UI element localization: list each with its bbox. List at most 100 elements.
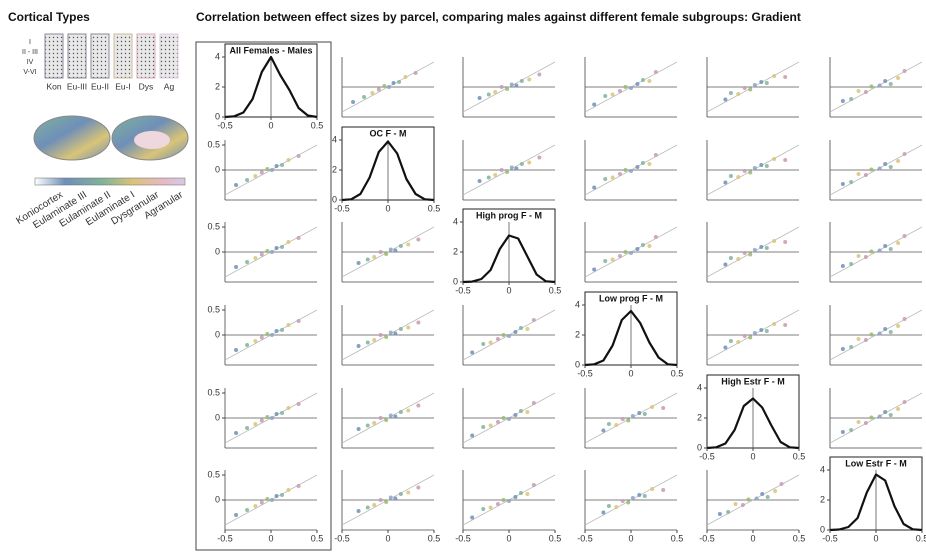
scatter-point [398,492,403,496]
scatter-point [877,414,882,419]
panel-title: Low Estr F - M [845,458,907,468]
scatter-point [742,169,747,173]
y-tick-label: 2 [332,164,337,174]
scatter-point [752,248,757,252]
scatter-point [637,411,642,415]
scatter-point [527,77,532,82]
scatter-point [856,420,861,424]
scatter-point [742,334,747,338]
y-tick-label: 0.5 [207,387,220,397]
scatter-point [388,495,393,500]
scatter-point [902,400,907,404]
scatter-point [647,162,652,166]
scatter-point [883,162,888,166]
scatter-point [406,242,411,247]
scatter-point [398,327,403,331]
scatter-point [640,161,645,165]
schematic-column [67,33,87,79]
scatter-point [286,158,291,162]
identity-line [584,392,678,444]
scatter-point [856,89,861,93]
x-tick-label: 0 [873,533,878,543]
scatter-point [748,170,753,175]
scatter-point [269,416,274,420]
scatter-point [393,248,398,253]
scatter-point [603,94,608,98]
scatter-point [274,329,279,333]
scatter-point [723,97,728,102]
scatter-point [723,262,728,267]
scatter-point [280,245,285,249]
scatter-point [728,174,733,178]
scatter-point [234,265,239,269]
scatter-point [783,240,788,244]
scatter-point [481,507,486,511]
scatter-point [650,405,655,409]
scatter-point [365,505,370,510]
scatter-point [296,402,301,406]
x-tick-label: 0 [385,203,390,213]
identity-line [829,309,923,361]
scatter-point [501,333,506,337]
scatter-point [513,330,518,334]
scatter-point [856,172,861,176]
x-tick-label: 0 [268,533,273,543]
scatter-point [265,249,270,253]
scatter-point [723,180,728,185]
scatter-point [642,412,647,416]
scatter-point [736,340,741,344]
scatter-point [518,491,523,495]
schematic-column [44,33,64,79]
scatter-point [245,343,250,347]
scatter-point [269,168,274,172]
scatter-point [274,494,279,498]
scatter-point [525,492,530,496]
scatter-point [493,90,498,94]
scatter-point [759,245,764,249]
scatter-point [630,496,635,500]
scatter-point [245,426,250,430]
scatter-point [477,96,482,100]
scatter-point [531,483,536,487]
scatter-point [286,488,291,492]
x-tick-label: -0.5 [217,533,233,543]
scatter-point [259,252,264,257]
scatter-point [653,70,658,74]
scatter-point [393,331,398,336]
scatter-point [723,345,728,350]
scatter-point [296,319,301,323]
column-label: Eu-I [115,81,131,91]
scatter-point [606,422,611,426]
scatter-point [495,337,500,341]
scatter-point [896,76,901,80]
y-tick-label: 2 [215,81,220,91]
scatter-point [398,244,403,248]
scatter-point [356,261,361,265]
column-label: Kon [46,81,61,91]
scatter-point [488,505,493,510]
scatter-point [759,328,764,332]
scatter-point [234,183,239,187]
scatter-point [501,498,506,502]
scatter-point [740,503,745,507]
scatter-point [772,239,777,243]
scatter-point [877,83,882,88]
column-label: Dys [139,81,154,91]
scatter-point [888,82,893,86]
scatter-point [623,85,628,89]
scatter-point [617,172,622,176]
x-tick-label: 0.5 [671,368,684,378]
scatter-point [376,87,381,92]
scatter-point [849,262,854,266]
y-tick-label: 0 [453,276,458,286]
scatter-point [640,243,645,247]
scatter-point [265,497,270,501]
scatter-point [378,250,383,254]
scatter-point [527,160,532,165]
scatter-point [863,173,868,177]
scatter-point [754,496,759,501]
x-tick-label: -0.5 [217,120,233,130]
x-tick-label: 0.5 [916,533,926,543]
column-label: Ag [164,81,175,91]
